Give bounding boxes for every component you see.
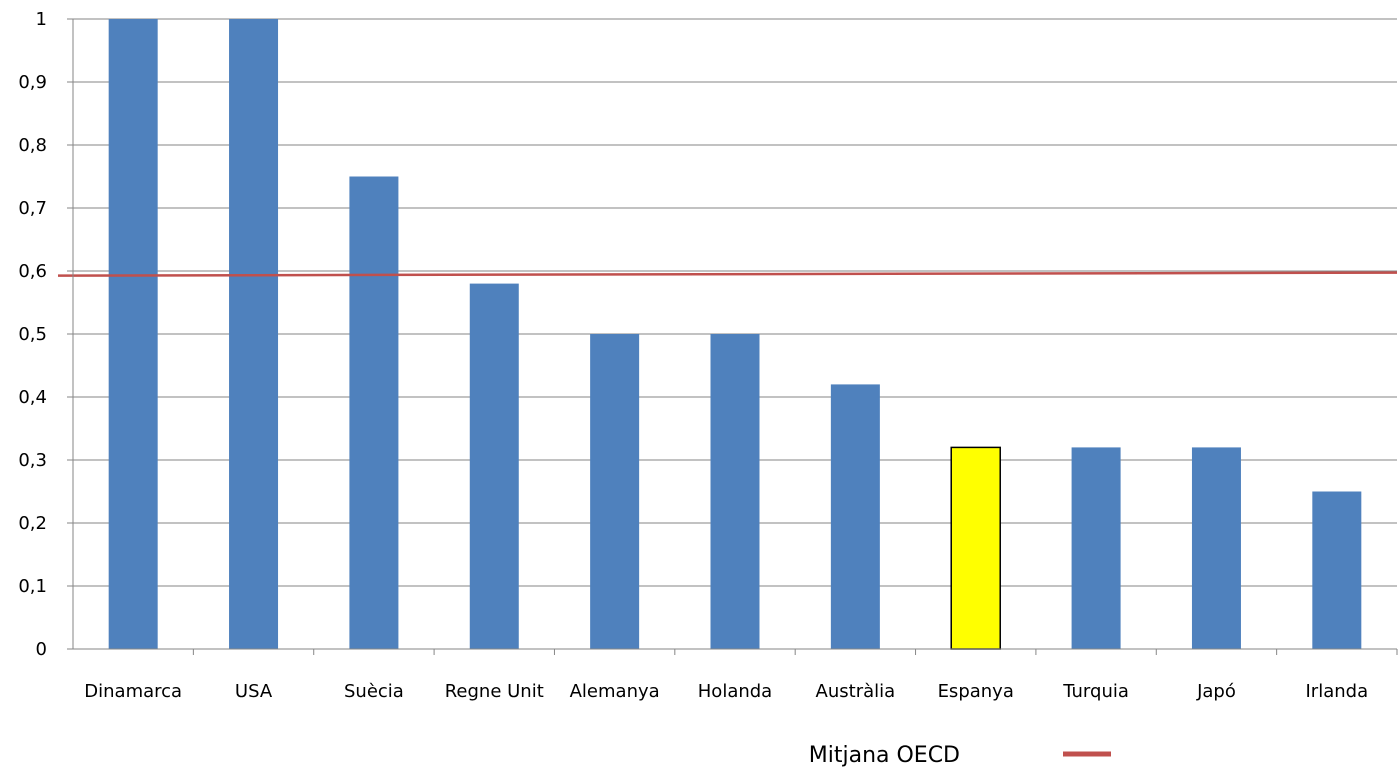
bar-alemanya bbox=[590, 334, 640, 649]
y-tick-label: 0,7 bbox=[18, 198, 47, 219]
x-tick-label: Alemanya bbox=[570, 681, 660, 702]
reference-line-group bbox=[57, 271, 1398, 277]
axes bbox=[67, 18, 1398, 655]
x-tick-label: Austràlia bbox=[816, 681, 896, 702]
y-tick-label: 0,1 bbox=[18, 576, 47, 597]
legend-label: Mitjana OECD bbox=[809, 743, 960, 768]
x-tick-label: Dinamarca bbox=[84, 681, 182, 702]
bar-regne-unit bbox=[469, 283, 519, 649]
legend: Mitjana OECD bbox=[809, 743, 1111, 768]
y-tick-label: 0,9 bbox=[18, 72, 47, 93]
x-tick-label: Irlanda bbox=[1306, 681, 1369, 702]
bar-suècia bbox=[349, 176, 399, 649]
bar-turquia bbox=[1071, 447, 1121, 649]
x-tick-label: Turquia bbox=[1062, 681, 1129, 702]
x-tick-label: Regne Unit bbox=[445, 681, 544, 702]
y-tick-label: 1 bbox=[36, 9, 47, 30]
y-tick-label: 0,5 bbox=[18, 324, 47, 345]
x-tick-label: Japó bbox=[1196, 681, 1236, 702]
x-tick-label: Espanya bbox=[938, 681, 1014, 702]
oecd-average-line bbox=[57, 271, 1398, 277]
bar-austràlia bbox=[830, 384, 880, 649]
bars bbox=[108, 19, 1362, 650]
y-tick-label: 0,2 bbox=[18, 513, 47, 534]
bar-dinamarca bbox=[108, 19, 158, 649]
bar-usa bbox=[229, 19, 279, 649]
x-tick-labels: Dinamarca USA Suècia Regne Unit Alemanya Hola… bbox=[84, 681, 1368, 702]
y-tick-label: 0,4 bbox=[18, 387, 47, 408]
y-tick-label: 0,6 bbox=[18, 261, 47, 282]
bar-japó bbox=[1191, 447, 1241, 649]
x-tick-label: Suècia bbox=[344, 681, 404, 702]
y-tick-label: 0 bbox=[36, 639, 47, 660]
bar-holanda bbox=[710, 334, 760, 649]
y-tick-labels: 0 0,1 0,2 0,3 0,4 0,5 0,6 0,7 0,8 0,9 1 bbox=[18, 9, 47, 660]
y-tick-label: 0,8 bbox=[18, 135, 47, 156]
y-tick-label: 0,3 bbox=[18, 450, 47, 471]
bar-irlanda bbox=[1312, 491, 1362, 649]
x-tick-label: USA bbox=[235, 681, 273, 702]
x-tick-label: Holanda bbox=[698, 681, 772, 702]
bar-espanya bbox=[950, 446, 1001, 650]
